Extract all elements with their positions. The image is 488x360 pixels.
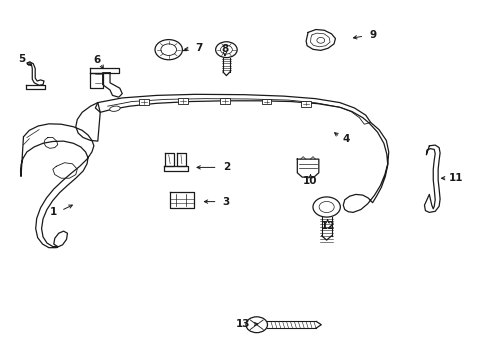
Circle shape	[220, 45, 232, 54]
Bar	[261, 99, 271, 104]
Polygon shape	[76, 103, 100, 141]
Circle shape	[161, 44, 176, 55]
Ellipse shape	[109, 106, 120, 111]
Polygon shape	[95, 94, 388, 212]
Text: 3: 3	[223, 197, 229, 207]
Polygon shape	[177, 153, 185, 166]
Text: 4: 4	[342, 134, 349, 144]
Polygon shape	[20, 124, 94, 248]
Circle shape	[155, 40, 182, 60]
Text: 12: 12	[320, 221, 334, 231]
Text: 11: 11	[448, 173, 463, 183]
Circle shape	[245, 317, 267, 333]
Circle shape	[312, 197, 340, 217]
Polygon shape	[169, 192, 194, 208]
Polygon shape	[424, 145, 439, 212]
Polygon shape	[163, 166, 188, 171]
Polygon shape	[305, 30, 335, 50]
Polygon shape	[27, 62, 44, 85]
Text: 13: 13	[235, 319, 250, 329]
Text: 10: 10	[303, 176, 317, 186]
Polygon shape	[102, 73, 122, 97]
Polygon shape	[297, 159, 318, 177]
Circle shape	[316, 37, 324, 43]
Bar	[139, 99, 149, 105]
Polygon shape	[90, 73, 102, 88]
Bar	[178, 98, 188, 104]
Circle shape	[215, 42, 237, 58]
Polygon shape	[26, 85, 45, 89]
Bar	[300, 101, 310, 107]
Text: 1: 1	[50, 207, 57, 217]
Bar	[220, 98, 229, 104]
Text: 9: 9	[368, 30, 376, 40]
Polygon shape	[90, 68, 119, 73]
Text: 8: 8	[221, 44, 228, 54]
Text: 2: 2	[223, 162, 229, 172]
Polygon shape	[165, 153, 173, 166]
Text: 6: 6	[93, 55, 101, 65]
Circle shape	[319, 202, 333, 212]
Text: 7: 7	[195, 43, 203, 53]
Text: 5: 5	[19, 54, 26, 64]
